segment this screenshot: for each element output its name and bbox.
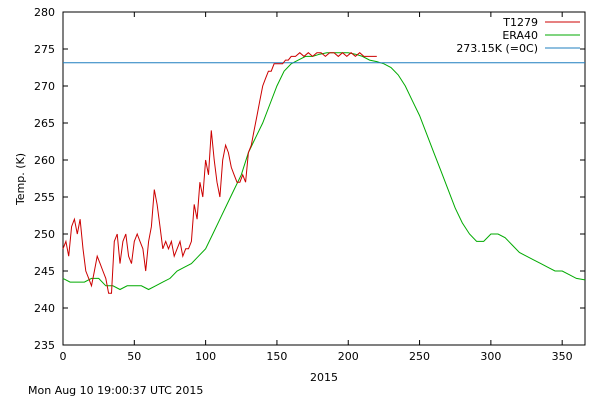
y-tick-label: 270	[34, 80, 55, 93]
x-tick-label: 150	[266, 350, 287, 363]
plot-frame	[62, 11, 586, 346]
y-tick-label: 250	[34, 228, 55, 241]
x-tick-label: 300	[480, 350, 501, 363]
y-tick-label: 280	[34, 6, 55, 19]
x-tick-label: 0	[60, 350, 67, 363]
y-tick-label: 255	[34, 191, 55, 204]
timestamp-footer: Mon Aug 10 19:00:37 UTC 2015	[28, 384, 204, 397]
x-tick-label: 350	[552, 350, 573, 363]
legend-label: ERA40	[502, 29, 538, 42]
y-axis-label: Temp. (K)	[14, 153, 27, 206]
y-tick-label: 235	[34, 339, 55, 352]
series-line-t1279	[62, 52, 377, 294]
series-lines	[62, 52, 586, 294]
legend-label: T1279	[502, 16, 538, 29]
axis-ticks	[62, 11, 585, 346]
x-tick-label: 100	[195, 350, 216, 363]
y-tick-label: 260	[34, 154, 55, 167]
y-tick-label: 240	[34, 302, 55, 315]
y-tick-label: 245	[34, 265, 55, 278]
x-tick-label: 250	[409, 350, 430, 363]
tick-labels: 0 50 100 150 200 250 300 350 235 240 245 250 255 260 2…	[34, 6, 573, 363]
series-line-era40	[62, 52, 586, 291]
x-tick-label: 200	[338, 350, 359, 363]
y-tick-label: 265	[34, 117, 55, 130]
x-axis-label: 2015	[310, 371, 338, 384]
legend-label: 273.15K (=0C)	[456, 42, 538, 55]
x-tick-label: 50	[127, 350, 141, 363]
y-tick-label: 275	[34, 43, 55, 56]
